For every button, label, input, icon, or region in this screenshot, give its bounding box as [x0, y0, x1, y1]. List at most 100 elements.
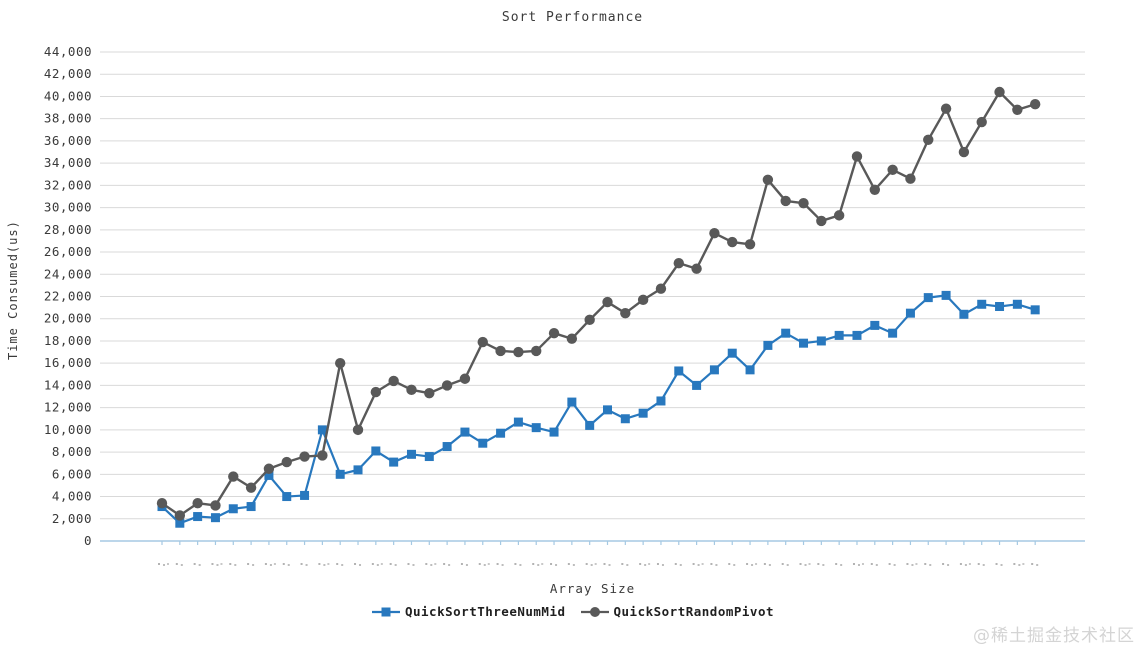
illegible-label-dot — [915, 563, 918, 565]
illegible-label-dot — [354, 563, 357, 565]
y-tick-label: 30,000 — [44, 200, 92, 215]
illegible-label-dot — [942, 563, 945, 565]
illegible-label-dot — [318, 563, 321, 565]
illegible-label-dot — [389, 563, 392, 565]
data-point-circle — [228, 471, 239, 482]
y-tick-label: 26,000 — [44, 244, 92, 259]
data-point-circle — [513, 346, 524, 358]
y-tick-label: 28,000 — [44, 222, 92, 237]
illegible-label-dot — [763, 563, 766, 565]
illegible-label-dot — [407, 563, 410, 565]
data-point-circle — [174, 510, 186, 521]
data-point-circle — [192, 498, 203, 509]
illegible-label-dot — [287, 564, 290, 566]
y-tick-label: 20,000 — [44, 311, 92, 326]
illegible-label-dot — [252, 564, 255, 566]
illegible-label-dot — [603, 563, 606, 565]
data-point-circle — [156, 498, 168, 509]
illegible-label-dot — [585, 563, 588, 565]
data-point-square — [816, 336, 826, 346]
data-point-circle — [370, 386, 382, 398]
illegible-label-dot — [1000, 564, 1003, 566]
illegible-label-dot — [644, 564, 647, 566]
illegible-label-dot — [282, 563, 285, 565]
illegible-label-dot — [639, 563, 642, 565]
data-point-circle — [958, 146, 970, 158]
data-point-circle — [548, 327, 560, 339]
data-point-square — [478, 438, 488, 448]
illegible-label-dot — [247, 563, 250, 565]
illegible-label-dot — [799, 563, 802, 565]
illegible-label-dot — [220, 563, 223, 565]
illegible-label-dot — [211, 563, 214, 565]
data-point-square — [888, 328, 898, 338]
data-point-circle — [816, 215, 827, 227]
illegible-label-dot — [786, 564, 789, 566]
watermark: @稀土掘金技术社区 — [973, 626, 1135, 646]
data-point-circle — [388, 375, 399, 387]
illegible-label-dot — [163, 564, 165, 566]
illegible-label-dot — [728, 563, 731, 565]
data-point-square — [353, 465, 363, 475]
data-point-square — [1012, 299, 1022, 309]
illegible-label-dot — [269, 564, 272, 566]
y-tick-label: 2,000 — [52, 511, 92, 526]
illegible-label-dot — [478, 563, 481, 565]
illegible-label-dot — [487, 563, 490, 565]
data-point-circle — [495, 345, 506, 357]
illegible-label-dot — [608, 564, 611, 566]
illegible-label-dot — [229, 563, 232, 565]
illegible-label-dot — [180, 564, 183, 566]
data-point-square — [995, 302, 1005, 312]
data-point-square — [496, 428, 506, 438]
illegible-label-dot — [425, 563, 428, 565]
data-point-circle — [566, 333, 578, 344]
illegible-label-dot — [911, 564, 914, 566]
illegible-label-dot — [982, 564, 985, 566]
illegible-label-dot — [198, 564, 201, 566]
data-point-circle — [976, 116, 987, 128]
illegible-label-dot — [572, 564, 575, 566]
illegible-label-dot — [167, 563, 169, 565]
illegible-label-dot — [995, 563, 998, 565]
data-point-square — [603, 405, 612, 415]
data-point-circle — [584, 314, 595, 326]
data-point-square — [264, 470, 274, 480]
illegible-label-dot — [1022, 563, 1025, 565]
illegible-label-dot — [594, 563, 597, 565]
illegible-label-dot — [621, 563, 624, 565]
y-tick-label: 38,000 — [44, 111, 92, 126]
illegible-label-dot — [519, 564, 522, 566]
y-tick-label: 18,000 — [44, 333, 92, 348]
legend-item-quicksortrandompivot: QuickSortRandomPivot — [580, 604, 775, 619]
illegible-label-dot — [434, 563, 437, 565]
illegible-label-dot — [1013, 563, 1016, 565]
illegible-label-dot — [679, 564, 682, 566]
data-point-square — [549, 427, 559, 437]
legend-label: QuickSortThreeNumMid — [404, 604, 566, 619]
y-tick-label: 44,000 — [44, 44, 92, 59]
illegible-label-dot — [870, 563, 873, 565]
y-tick-label: 22,000 — [44, 289, 92, 304]
illegible-label-dot — [532, 563, 535, 565]
data-point-circle — [602, 296, 613, 308]
illegible-label-dot — [376, 564, 379, 566]
y-tick-label: 16,000 — [44, 355, 92, 370]
data-point-circle — [905, 173, 916, 184]
y-tick-label: 40,000 — [44, 88, 92, 103]
illegible-label-dot — [661, 564, 664, 566]
illegible-label-dot — [888, 563, 891, 565]
data-point-circle — [851, 151, 863, 162]
data-point-square — [531, 423, 541, 433]
data-point-circle — [317, 450, 328, 461]
illegible-label-dot — [781, 563, 784, 565]
illegible-label-dot — [175, 563, 178, 565]
data-point-square — [905, 308, 915, 318]
data-point-circle — [335, 357, 346, 369]
illegible-label-dot — [875, 564, 878, 566]
illegible-label-dot — [158, 563, 160, 565]
data-point-square — [1030, 305, 1040, 315]
legend-circle-marker-icon — [580, 606, 609, 617]
series-line — [161, 294, 1036, 525]
data-point-square — [674, 366, 684, 376]
